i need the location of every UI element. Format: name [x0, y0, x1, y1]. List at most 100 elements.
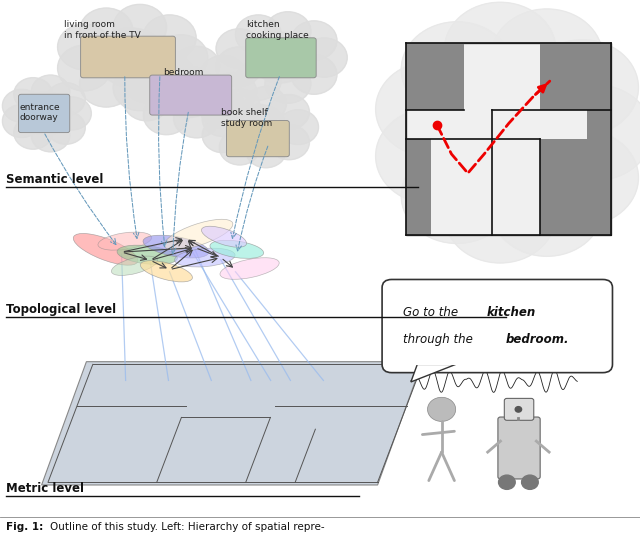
- FancyBboxPatch shape: [81, 36, 175, 78]
- FancyBboxPatch shape: [498, 417, 540, 479]
- Circle shape: [236, 15, 282, 54]
- Circle shape: [401, 148, 513, 243]
- Circle shape: [515, 407, 522, 412]
- FancyBboxPatch shape: [406, 43, 611, 235]
- Circle shape: [143, 49, 189, 89]
- Circle shape: [97, 28, 166, 87]
- Text: bedroom.: bedroom.: [506, 333, 569, 346]
- Circle shape: [58, 45, 111, 91]
- FancyBboxPatch shape: [246, 38, 316, 78]
- Circle shape: [14, 116, 52, 149]
- Circle shape: [220, 130, 260, 165]
- Text: kitchen: kitchen: [486, 306, 536, 319]
- Ellipse shape: [202, 226, 246, 247]
- FancyBboxPatch shape: [227, 121, 289, 157]
- Ellipse shape: [175, 248, 235, 267]
- Text: Outline of this study. Left: Hierarchy of spatial repre-: Outline of this study. Left: Hierarchy o…: [50, 522, 324, 532]
- Circle shape: [79, 8, 133, 54]
- Ellipse shape: [117, 245, 177, 265]
- Circle shape: [527, 39, 639, 135]
- Circle shape: [376, 61, 488, 157]
- Circle shape: [200, 89, 246, 129]
- Circle shape: [527, 130, 639, 226]
- Circle shape: [376, 108, 488, 204]
- Circle shape: [202, 118, 243, 153]
- Text: bedroom: bedroom: [163, 68, 204, 77]
- Circle shape: [431, 64, 593, 202]
- Ellipse shape: [98, 232, 152, 250]
- Circle shape: [216, 47, 262, 87]
- Circle shape: [265, 12, 311, 51]
- Circle shape: [113, 65, 166, 111]
- FancyBboxPatch shape: [406, 43, 464, 110]
- Ellipse shape: [140, 261, 193, 282]
- Circle shape: [143, 54, 196, 100]
- Polygon shape: [42, 362, 422, 485]
- Text: book shelf
study room: book shelf study room: [221, 108, 272, 128]
- Circle shape: [401, 22, 513, 117]
- Circle shape: [444, 2, 556, 98]
- Circle shape: [154, 35, 208, 81]
- Text: Semantic level: Semantic level: [6, 173, 104, 186]
- Circle shape: [31, 119, 70, 152]
- FancyBboxPatch shape: [504, 398, 534, 420]
- Circle shape: [246, 133, 286, 168]
- Circle shape: [124, 82, 170, 121]
- Circle shape: [58, 24, 111, 70]
- Circle shape: [291, 21, 337, 60]
- Circle shape: [211, 72, 257, 112]
- Circle shape: [499, 475, 515, 489]
- Circle shape: [47, 111, 85, 144]
- Circle shape: [143, 15, 196, 61]
- Circle shape: [269, 95, 310, 129]
- Circle shape: [491, 9, 603, 105]
- Circle shape: [236, 61, 282, 100]
- Circle shape: [291, 55, 337, 94]
- Text: Topological level: Topological level: [6, 303, 116, 316]
- Circle shape: [159, 67, 218, 118]
- Circle shape: [21, 92, 71, 135]
- Polygon shape: [411, 364, 456, 382]
- FancyBboxPatch shape: [150, 75, 232, 115]
- Circle shape: [173, 99, 220, 138]
- FancyBboxPatch shape: [406, 139, 431, 235]
- Text: Fig. 1:: Fig. 1:: [6, 522, 44, 532]
- Ellipse shape: [210, 240, 264, 259]
- Circle shape: [14, 78, 52, 111]
- Ellipse shape: [220, 258, 279, 279]
- FancyBboxPatch shape: [587, 43, 611, 235]
- Circle shape: [143, 95, 189, 135]
- Text: kitchen
cooking place: kitchen cooking place: [246, 20, 309, 40]
- FancyBboxPatch shape: [382, 279, 612, 373]
- Circle shape: [200, 55, 246, 95]
- FancyBboxPatch shape: [540, 43, 611, 110]
- Circle shape: [173, 46, 220, 85]
- Circle shape: [301, 38, 348, 77]
- Ellipse shape: [164, 219, 233, 250]
- Circle shape: [522, 475, 538, 489]
- Circle shape: [444, 167, 556, 263]
- Text: living room
in front of the TV: living room in front of the TV: [64, 20, 141, 40]
- Circle shape: [216, 28, 262, 68]
- Circle shape: [3, 105, 41, 138]
- Circle shape: [269, 125, 310, 159]
- Circle shape: [251, 32, 310, 83]
- Circle shape: [124, 63, 170, 102]
- Circle shape: [265, 64, 311, 104]
- Circle shape: [220, 89, 260, 124]
- Text: Go to the: Go to the: [403, 306, 462, 319]
- Circle shape: [52, 97, 92, 130]
- Circle shape: [428, 397, 456, 421]
- Circle shape: [3, 89, 41, 122]
- Circle shape: [278, 110, 319, 145]
- Text: through the: through the: [403, 333, 477, 346]
- Circle shape: [233, 105, 285, 150]
- Ellipse shape: [111, 256, 157, 276]
- Circle shape: [540, 85, 640, 180]
- Circle shape: [79, 61, 133, 107]
- Circle shape: [202, 101, 243, 136]
- Circle shape: [246, 87, 286, 122]
- Text: Metric level: Metric level: [6, 482, 84, 495]
- Circle shape: [113, 4, 166, 50]
- FancyBboxPatch shape: [19, 94, 70, 133]
